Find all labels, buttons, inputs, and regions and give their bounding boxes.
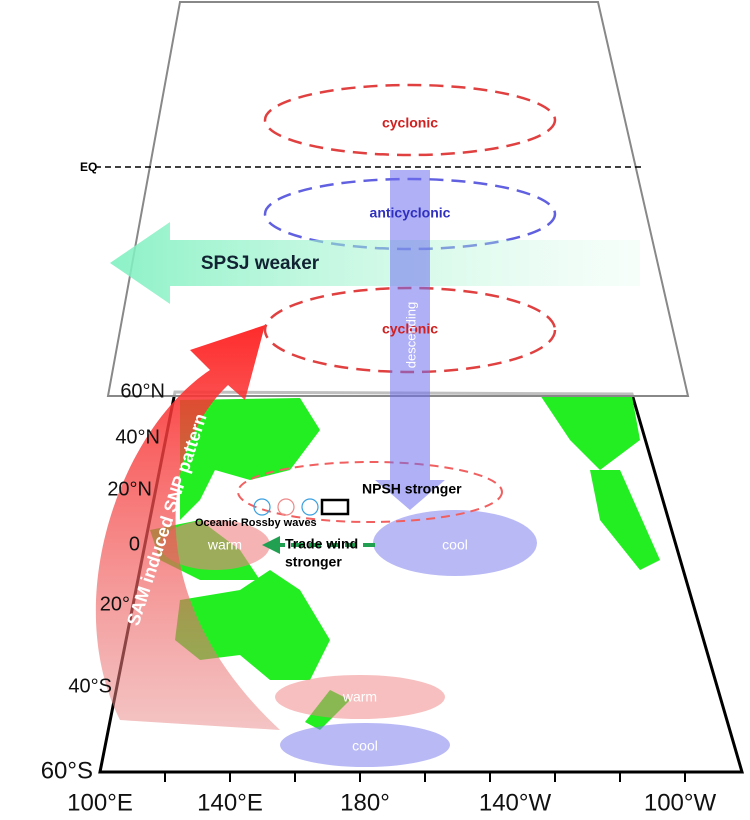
sam-arrow: [95, 325, 280, 730]
lat-label: 40°S: [68, 675, 112, 697]
cool-patch: [373, 510, 537, 576]
label: cool: [352, 738, 378, 754]
warm-patch: [160, 520, 270, 570]
npsh-circulation: [237, 461, 503, 523]
lat-label: 60°S: [41, 757, 93, 784]
rossby-waves: [253, 498, 319, 516]
cyclone: [263, 83, 557, 157]
label: cyclonic: [382, 321, 438, 337]
label: EQ: [80, 160, 97, 174]
descending-arrow: [375, 170, 445, 510]
warm-patch: [275, 675, 445, 719]
lat-label: 60°N: [120, 380, 165, 402]
lon-label: 100°E: [67, 789, 133, 816]
cool-patch: [280, 723, 450, 767]
label: warm: [207, 537, 242, 553]
npsh-box: [320, 498, 350, 516]
lat-label: 40°N: [115, 426, 160, 448]
lat-label: 0: [129, 533, 140, 555]
label: warm: [342, 689, 377, 705]
lon-label: 140°W: [479, 789, 552, 816]
label: Trade wind: [285, 536, 358, 552]
lon-label: 100°W: [644, 789, 717, 816]
label: cyclonic: [382, 115, 438, 131]
frame-ticks: [164, 772, 686, 782]
label: stronger: [285, 554, 342, 570]
lon-label: 180°: [340, 789, 390, 816]
lat-label: 20°N: [107, 478, 152, 500]
trade-wind-head: [262, 536, 280, 554]
label: descending: [403, 302, 418, 369]
label: NPSH stronger: [362, 481, 462, 497]
jet-arrow: [110, 222, 640, 304]
label: Oceanic Rossby waves: [195, 517, 317, 529]
label: SPSJ weaker: [201, 253, 320, 274]
label: anticyclonic: [370, 205, 451, 221]
lon-label: 140°E: [197, 789, 263, 816]
lat-label: 20°: [100, 593, 130, 615]
label: cool: [442, 537, 468, 553]
